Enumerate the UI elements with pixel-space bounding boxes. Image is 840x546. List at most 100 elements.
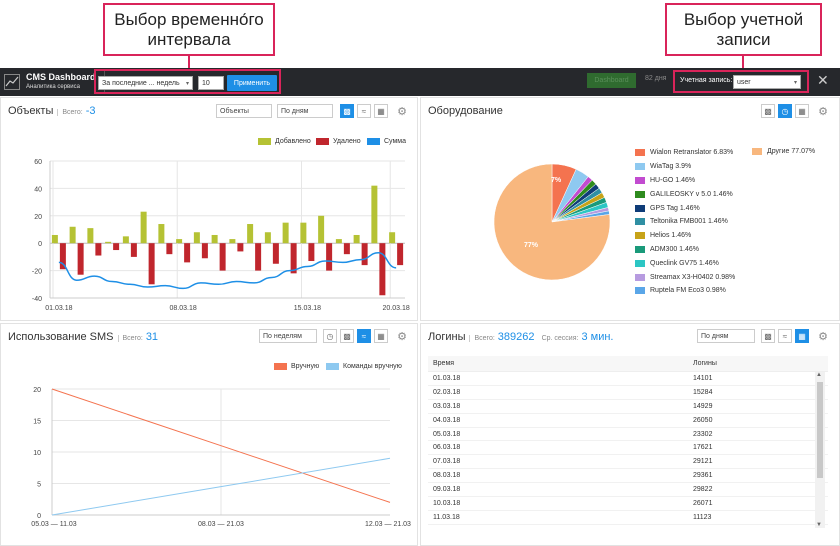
bar-chart-icon[interactable]: ▩ [761,104,775,118]
y-tick-label: -40 [32,296,42,303]
row-logins: 29822 [693,486,713,494]
legend-item: Streamax X3-H0402 0.98% [635,270,735,284]
objects-title-text: Объекты [8,105,54,117]
bar-added [300,222,307,244]
scroll-up-icon[interactable]: ▲ [816,372,822,378]
gear-icon[interactable]: ⚙ [816,329,830,343]
bar-chart-icon[interactable]: ▩ [340,329,354,343]
table-row: 05.03.18 23302 [428,428,828,442]
row-date: 02.03.18 [433,388,461,396]
table-icon[interactable]: ▦ [374,104,388,118]
sum-line [58,252,397,290]
x-tick-label: 01.03.18 [45,305,72,312]
legend-swatch [635,259,645,267]
table-icon[interactable]: ▦ [795,104,809,118]
bar-removed [184,243,191,263]
row-logins: 26050 [693,416,713,424]
legend-label: Streamax X3-H0402 0.98% [650,273,736,281]
bar-removed [77,243,84,275]
table-row: 03.03.18 14929 [428,400,828,414]
bar-added [389,232,396,244]
row-date: 08.03.18 [433,472,461,480]
legend-swatch [635,245,645,253]
legend-item: HU-GO 1.46% [635,174,735,188]
line-chart-icon[interactable]: ≈ [357,104,371,118]
series-line [51,388,391,503]
line-chart-icon[interactable]: ≈ [778,329,792,343]
dashboard-logo-icon [4,74,20,90]
sms-title: Использование SMS Всего: 31 [8,331,158,343]
period-select[interactable]: За последние ... недель ▾ [98,76,193,90]
pie-chart-icon[interactable]: ◷ [323,329,337,343]
legend-swatch [635,204,645,212]
legend-label: Wialon Retranslator 6.83% [650,149,734,157]
logins-title-text: Логины [428,331,466,343]
legend-swatch [635,232,645,240]
table-icon[interactable]: ▦ [374,329,388,343]
bar-removed [130,243,137,257]
bar-removed [201,243,208,259]
bar-chart-icon[interactable]: ▩ [761,329,775,343]
sms-total-value: 31 [145,331,159,343]
sms-group-select[interactable]: По неделям [259,329,317,343]
objects-group-select[interactable]: По дням [277,104,333,118]
scroll-thumb[interactable] [817,382,823,478]
x-tick-label: 05.03 — 11.03 [31,521,77,528]
bar-added [318,215,325,244]
logins-title: Логины Всего: 389262 Ср. сессия: 3 мин. [428,331,613,343]
series-line [51,457,391,516]
period-count-value: 10 [202,79,210,87]
legend-label: Helios 1.46% [650,232,692,240]
legend-added-label: Добавлено [275,138,311,145]
bar-chart-icon[interactable]: ▩ [340,104,354,118]
y-tick-label: 60 [34,159,42,166]
logins-group-select[interactable]: По дням [697,329,755,343]
gear-icon[interactable]: ⚙ [395,329,409,343]
table-row: 02.03.18 15284 [428,386,828,400]
bar-removed [95,243,102,256]
line-chart-icon[interactable]: ≈ [357,329,371,343]
close-icon[interactable]: ✕ [817,72,829,88]
apply-button[interactable]: Применить [227,75,277,91]
bar-added [335,239,342,244]
objects-total-label: Всего: [57,109,83,116]
account-select[interactable]: user ▾ [733,75,801,89]
bar-added [371,185,378,244]
row-date: 09.03.18 [433,486,461,494]
objects-type-select[interactable]: Объекты [216,104,272,118]
bar-removed [219,243,226,271]
objects-title: Объекты Всего: -3 [8,105,95,117]
table-icon[interactable]: ▦ [795,329,809,343]
period-count-input[interactable]: 10 [198,76,224,90]
legend-label: HU-GO 1.46% [650,176,696,184]
bar-added [122,236,129,244]
gear-icon[interactable]: ⚙ [395,104,409,118]
table-header: Время Логины [428,356,828,372]
y-tick-label: 20 [33,387,41,394]
legend-label: ADM300 1.46% [650,245,700,253]
x-tick-label: 12.03 — 21.03 [365,521,411,528]
legend-item: Wialon Retranslator 6.83% [635,146,735,160]
table-scrollbar[interactable]: ▲ ▼ [815,372,825,528]
scroll-down-icon[interactable]: ▼ [816,522,822,528]
legend-swatch [635,190,645,198]
period-select-value: За последние ... недель [102,79,180,87]
row-date: 06.03.18 [433,444,461,452]
bar-added [140,211,147,244]
gear-icon[interactable]: ⚙ [816,104,830,118]
logins-table: Время Логины 01.03.18 14101 02.03.18 15284 0… [428,356,828,525]
bar-added [211,234,218,244]
bar-removed [361,243,368,266]
y-tick-label: 20 [34,214,42,221]
legend-other-label: Другие 77.07% [767,148,816,155]
row-logins: 26071 [693,499,713,507]
legend-added: Добавлено [258,138,311,145]
pie-chart-icon[interactable]: ◷ [778,104,792,118]
pie-slice [493,163,611,281]
legend-item: Ruptela FM Eco3 0.98% [635,284,735,298]
brand-title: CMS Dashboard [26,72,96,82]
bar-removed [272,243,279,264]
dashboard-button[interactable]: Dashboard [587,73,636,88]
legend-commands: Команды вручную [326,363,402,370]
legend-sum-label: Сумма [384,138,406,145]
